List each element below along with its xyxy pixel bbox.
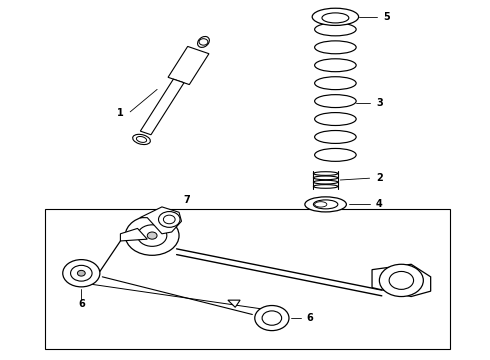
Text: 7: 7 xyxy=(183,195,190,205)
Circle shape xyxy=(389,271,414,289)
Polygon shape xyxy=(121,228,147,241)
Text: 4: 4 xyxy=(376,199,383,210)
Circle shape xyxy=(163,215,175,224)
Circle shape xyxy=(77,270,85,276)
Ellipse shape xyxy=(312,8,359,26)
Circle shape xyxy=(71,265,92,281)
Polygon shape xyxy=(168,46,209,85)
Circle shape xyxy=(63,260,100,287)
Ellipse shape xyxy=(314,200,338,209)
Ellipse shape xyxy=(315,202,327,207)
Ellipse shape xyxy=(315,41,356,54)
Polygon shape xyxy=(372,264,431,297)
Bar xyxy=(45,209,450,348)
Text: 5: 5 xyxy=(383,12,390,22)
Ellipse shape xyxy=(314,185,338,188)
Ellipse shape xyxy=(315,59,356,72)
Polygon shape xyxy=(228,300,240,307)
Ellipse shape xyxy=(314,180,338,184)
Text: 6: 6 xyxy=(306,313,313,323)
Ellipse shape xyxy=(315,113,356,126)
Text: 3: 3 xyxy=(376,98,383,108)
Text: 6: 6 xyxy=(78,299,85,309)
Ellipse shape xyxy=(315,148,356,161)
Text: 2: 2 xyxy=(376,173,383,183)
Text: 1: 1 xyxy=(117,108,124,118)
Ellipse shape xyxy=(305,197,346,212)
Ellipse shape xyxy=(315,77,356,90)
Ellipse shape xyxy=(197,36,209,48)
Circle shape xyxy=(262,311,282,325)
Circle shape xyxy=(147,232,157,239)
Circle shape xyxy=(159,212,180,227)
Circle shape xyxy=(379,264,423,297)
Ellipse shape xyxy=(315,23,356,36)
Circle shape xyxy=(199,39,208,45)
Circle shape xyxy=(125,216,179,255)
Ellipse shape xyxy=(314,176,338,180)
Ellipse shape xyxy=(133,134,150,145)
Ellipse shape xyxy=(136,136,147,143)
Ellipse shape xyxy=(315,95,356,108)
Circle shape xyxy=(138,225,167,246)
Ellipse shape xyxy=(314,172,338,175)
Polygon shape xyxy=(140,79,184,135)
Ellipse shape xyxy=(315,131,356,143)
Circle shape xyxy=(255,306,289,330)
Polygon shape xyxy=(140,207,181,234)
Ellipse shape xyxy=(322,13,349,23)
